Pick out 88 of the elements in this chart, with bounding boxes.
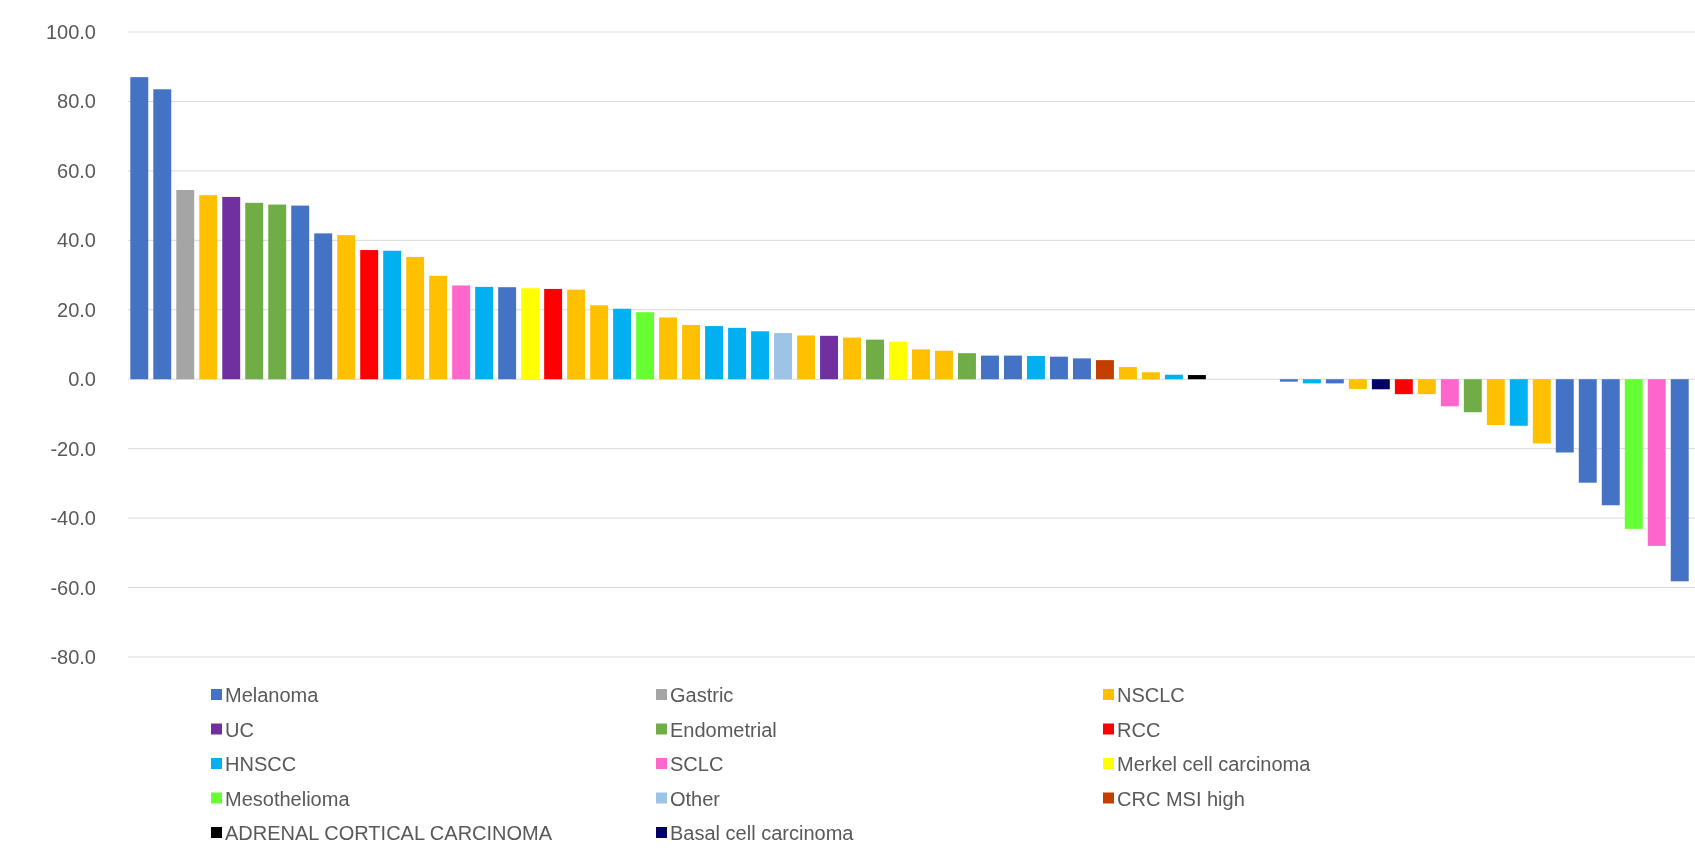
bar (682, 325, 701, 380)
bar (1463, 379, 1482, 413)
bar (843, 337, 861, 380)
legend-label: CRC MSI high (1117, 787, 1245, 810)
y-tick-label: 40.0 (57, 229, 96, 252)
bar (199, 195, 218, 380)
bar (1440, 379, 1459, 407)
y-tick-label: -60.0 (50, 576, 96, 599)
bar (728, 327, 747, 380)
y-tick-label: 60.0 (57, 159, 96, 182)
bar (889, 341, 907, 380)
bar (291, 205, 310, 380)
bar (1004, 355, 1022, 380)
bar (751, 331, 770, 380)
bar (912, 349, 930, 380)
bar (1417, 379, 1436, 395)
bar (1371, 379, 1390, 390)
bar (1187, 375, 1206, 380)
bar (866, 339, 884, 380)
bar (1670, 379, 1689, 582)
y-tick-label: -20.0 (50, 437, 96, 460)
legend-label: HNSCC (225, 753, 297, 775)
legend-label: ADRENAL CORTICAL CARCINOMA (225, 822, 553, 844)
bar (1601, 379, 1620, 506)
bar (498, 287, 517, 380)
bar (659, 317, 678, 380)
legend-label: Basal cell carcinoma (670, 822, 855, 844)
bar (544, 288, 563, 380)
bar (245, 202, 264, 380)
bar (153, 89, 172, 380)
legend-label: SCLC (670, 753, 724, 775)
bar (1394, 379, 1413, 395)
y-tick-label: 100.0 (45, 21, 96, 43)
bar (1049, 356, 1068, 380)
legend-label: Other (670, 787, 721, 810)
bar (314, 233, 333, 380)
bar (1118, 367, 1137, 380)
y-tick-label: -40.0 (50, 507, 96, 530)
bar (1555, 379, 1574, 453)
bar (222, 196, 241, 380)
bar (176, 189, 195, 380)
bar (1486, 379, 1505, 426)
bar (590, 305, 609, 380)
bar (1624, 379, 1643, 529)
bar (1026, 355, 1045, 380)
legend-label: RCC (1117, 718, 1161, 741)
legend-label: Melanoma (225, 684, 320, 706)
bar (1578, 379, 1597, 483)
bar (820, 335, 838, 380)
legend-label: Endometrial (670, 718, 777, 741)
bar (1072, 358, 1091, 380)
bar (383, 250, 402, 380)
legend-label: Gastric (670, 684, 734, 706)
y-tick-label: -80.0 (50, 646, 96, 668)
y-tick-label: 0.0 (68, 368, 96, 391)
legend-label: Mesothelioma (225, 787, 351, 810)
bar (636, 312, 655, 380)
legend-label: NSCLC (1117, 684, 1185, 706)
bar (452, 285, 471, 380)
bar (774, 333, 793, 380)
bar (797, 335, 815, 380)
bar (935, 350, 953, 380)
bar (705, 326, 724, 380)
bar (613, 308, 632, 380)
legend-label: Merkel cell carcinoma (1117, 753, 1312, 775)
bar (1279, 379, 1298, 382)
bar (268, 204, 287, 380)
bar (1141, 372, 1160, 380)
bar (981, 355, 999, 380)
bar (1348, 379, 1367, 389)
y-tick-label: 20.0 (57, 298, 96, 321)
bar (1325, 379, 1344, 384)
bar (429, 275, 448, 380)
bar (958, 353, 976, 380)
bar (406, 257, 425, 380)
y-tick-label: 80.0 (57, 90, 96, 113)
bar (567, 289, 586, 380)
bar (1095, 360, 1114, 380)
bar (1532, 379, 1551, 444)
bar (1302, 379, 1321, 384)
bar (337, 235, 356, 380)
bar (475, 286, 494, 380)
bar (130, 77, 149, 380)
legend-label: UC (225, 718, 254, 741)
bar (521, 288, 540, 380)
bar (1647, 379, 1666, 546)
bar (360, 250, 379, 380)
bar (1509, 379, 1528, 426)
